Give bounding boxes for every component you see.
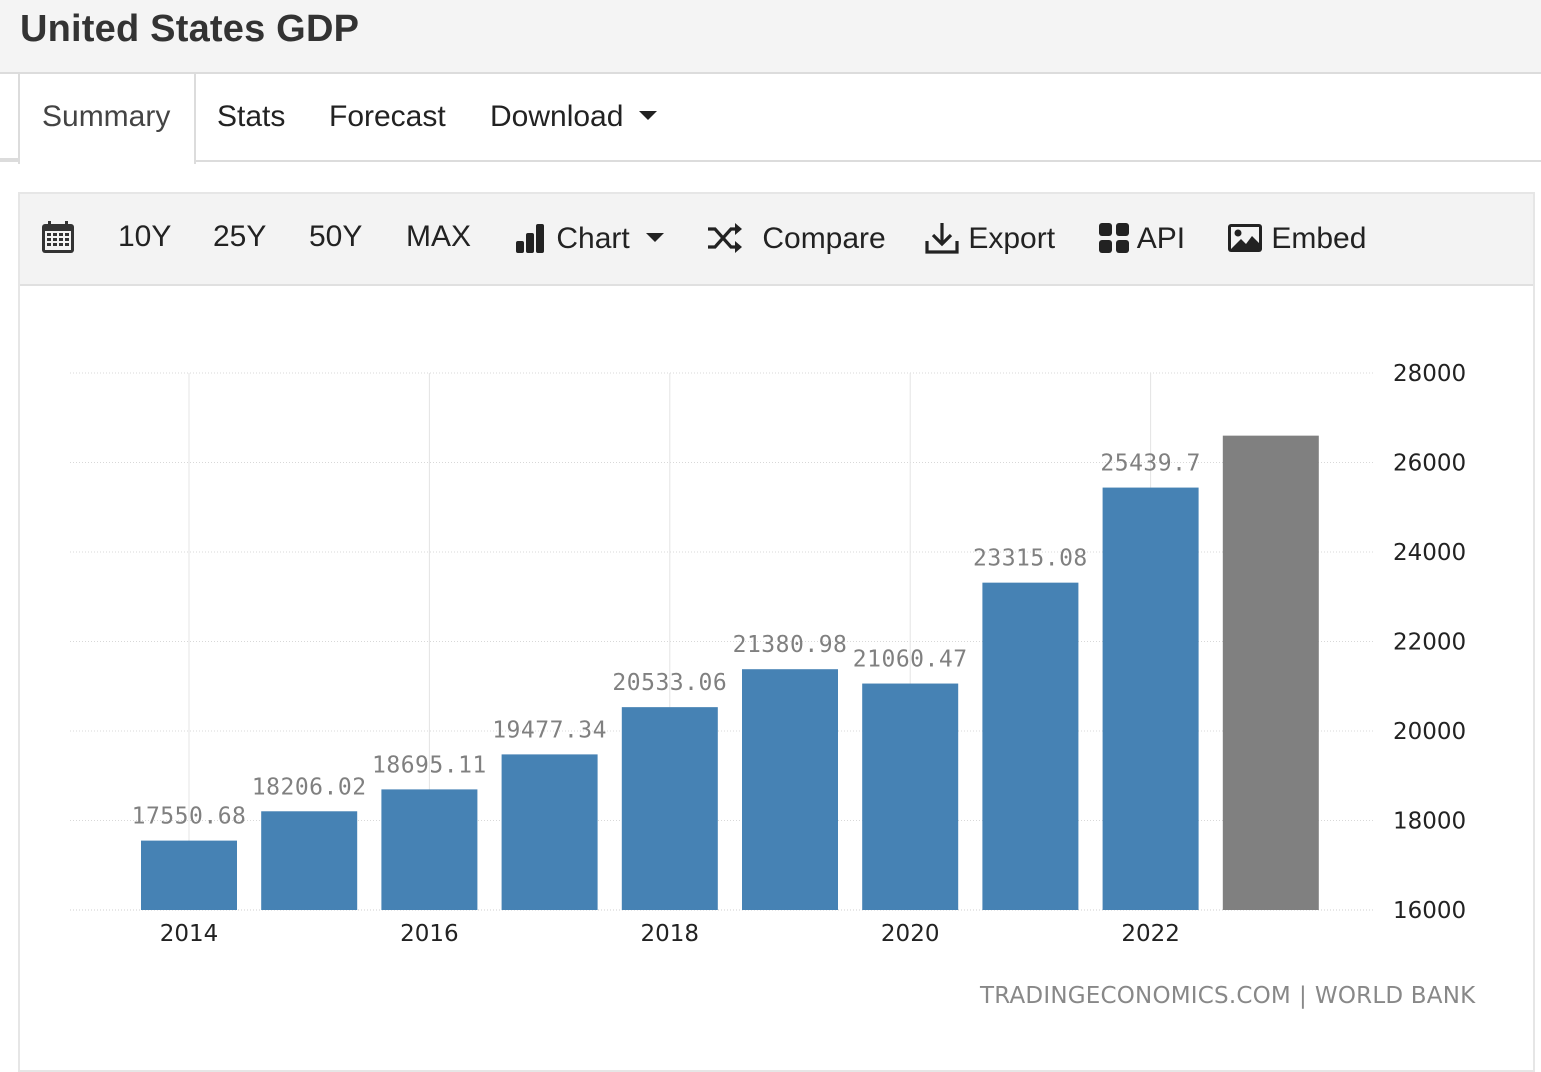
x-tick-label: 2016 bbox=[400, 921, 459, 947]
range-10y-label: 10Y bbox=[118, 220, 172, 253]
compare-label: Compare bbox=[762, 222, 886, 255]
tab-stats[interactable]: Stats bbox=[217, 74, 285, 162]
export-label: Export bbox=[968, 222, 1056, 255]
export-button[interactable]: Export bbox=[924, 194, 1055, 284]
tab-stats-label: Stats bbox=[217, 100, 286, 133]
shuffle-icon bbox=[708, 223, 742, 254]
gdp-bar-chart: 17550.6818206.0218695.1119477.3420533.06… bbox=[70, 361, 1466, 947]
y-tick-label: 16000 bbox=[1393, 898, 1466, 924]
x-tick-label: 2014 bbox=[160, 921, 219, 947]
chart-type-label: Chart bbox=[556, 222, 630, 255]
y-tick-label: 26000 bbox=[1393, 451, 1466, 477]
bar-value-label: 23315.08 bbox=[973, 546, 1088, 572]
bar-value-label: 18206.02 bbox=[252, 774, 367, 800]
chart-type-button[interactable]: Chart bbox=[514, 194, 664, 284]
tab-forecast[interactable]: Forecast bbox=[329, 74, 446, 162]
y-tick-label: 28000 bbox=[1393, 361, 1466, 387]
tab-download-label: Download bbox=[490, 100, 624, 133]
gdp-bar[interactable] bbox=[261, 811, 358, 910]
tab-summary-label: Summary bbox=[42, 100, 171, 133]
api-label: API bbox=[1136, 222, 1186, 255]
tab-download[interactable]: Download bbox=[490, 74, 658, 162]
gdp-bar[interactable] bbox=[501, 754, 598, 910]
bar-value-label: 19477.34 bbox=[492, 717, 607, 743]
embed-button[interactable]: Embed bbox=[1227, 194, 1366, 284]
x-tick-label: 2020 bbox=[881, 921, 940, 947]
image-icon bbox=[1228, 224, 1262, 253]
chart-caret-down-icon bbox=[645, 233, 664, 242]
embed-label: Embed bbox=[1271, 222, 1367, 255]
y-tick-label: 24000 bbox=[1393, 540, 1466, 566]
y-tick-label: 18000 bbox=[1393, 809, 1466, 835]
download-icon bbox=[925, 223, 959, 254]
calendar-button[interactable] bbox=[40, 194, 76, 284]
bar-value-label: 17550.68 bbox=[132, 804, 247, 830]
range-max-button[interactable]: MAX bbox=[406, 194, 471, 284]
gdp-bar[interactable] bbox=[141, 840, 237, 910]
tab-summary[interactable]: Summary bbox=[18, 74, 196, 164]
api-button[interactable]: API bbox=[1098, 194, 1185, 284]
gdp-bar[interactable] bbox=[742, 669, 838, 910]
bar-chart-icon bbox=[516, 224, 544, 254]
source-tradingeconomics: TRADINGECONOMICS.COM bbox=[980, 983, 1291, 1009]
x-tick-label: 2022 bbox=[1121, 921, 1180, 947]
bar-value-label: 18695.11 bbox=[372, 752, 487, 778]
bar-value-label: 25439.7 bbox=[1100, 451, 1200, 477]
forecast-bar[interactable] bbox=[1222, 435, 1319, 910]
page-header: United States GDP bbox=[0, 0, 1541, 74]
range-10y-button[interactable]: 10Y bbox=[118, 194, 171, 284]
chart-area: 17550.68 18206.02 18695.11 19477.34 20533.06… bbox=[0, 290, 1541, 1067]
x-tick-label: 2018 bbox=[641, 921, 700, 947]
gdp-bar[interactable] bbox=[862, 683, 959, 910]
range-50y-button[interactable]: 50Y bbox=[309, 194, 362, 284]
page-title: United States GDP bbox=[20, 8, 360, 50]
chart-source: TRADINGECONOMICS.COM | WORLD BANK bbox=[980, 983, 1475, 1009]
bar-value-label: 21060.47 bbox=[853, 647, 968, 673]
y-tick-label: 20000 bbox=[1393, 719, 1466, 745]
tab-bar: Summary Stats Forecast Download bbox=[0, 74, 1541, 164]
calendar-icon bbox=[42, 221, 74, 254]
range-max-label: MAX bbox=[406, 220, 472, 253]
tab-divider bbox=[0, 158, 20, 162]
bar-value-label: 21380.98 bbox=[733, 632, 848, 658]
caret-down-icon bbox=[639, 111, 658, 120]
source-worldbank: WORLD BANK bbox=[1314, 983, 1476, 1009]
range-50y-label: 50Y bbox=[309, 220, 363, 253]
source-separator: | bbox=[1298, 983, 1307, 1009]
compare-button[interactable]: Compare bbox=[706, 194, 886, 284]
bar-value-label: 20533.06 bbox=[612, 670, 727, 696]
gdp-bar[interactable] bbox=[982, 582, 1079, 910]
grid-icon bbox=[1099, 223, 1129, 254]
range-25y-label: 25Y bbox=[213, 220, 267, 253]
gdp-bar[interactable] bbox=[621, 707, 718, 910]
gdp-bar[interactable] bbox=[1102, 487, 1199, 910]
tab-forecast-label: Forecast bbox=[329, 100, 446, 133]
chart-toolbar: 10Y 25Y 50Y MAX Chart Compare Export bbox=[20, 194, 1533, 286]
range-25y-button[interactable]: 25Y bbox=[213, 194, 266, 284]
gdp-bar[interactable] bbox=[381, 789, 478, 910]
y-tick-label: 22000 bbox=[1393, 630, 1466, 656]
